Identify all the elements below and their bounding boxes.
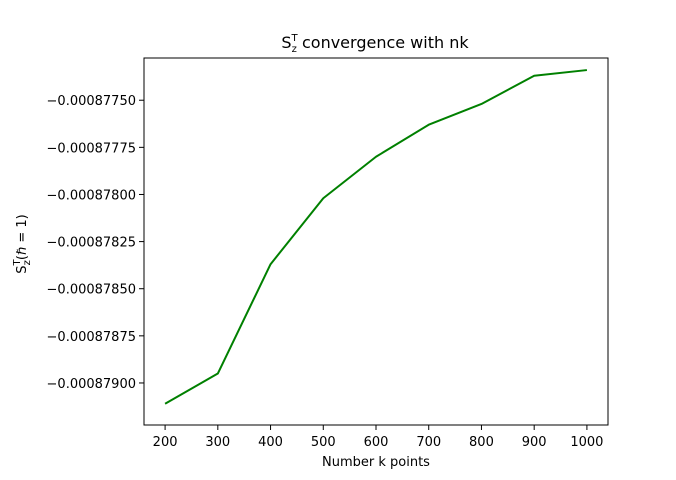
x-tick-label: 800	[469, 435, 494, 450]
y-tick-label: −0.00087775	[47, 141, 136, 156]
x-tick-label: 600	[364, 435, 389, 450]
y-axis: −0.00087900 −0.00087875 −0.00087850 −0.0008…	[47, 94, 144, 392]
chart-title: ST z convergence with nk	[281, 33, 469, 55]
series-line	[164, 69, 588, 405]
y-tick-label: −0.00087800	[47, 188, 136, 203]
x-tick-label: 700	[416, 435, 441, 450]
y-tick-label: −0.00087750	[47, 94, 136, 109]
x-tick-label: 900	[522, 435, 547, 450]
y-tick-label: −0.00087875	[47, 330, 136, 345]
series-layer	[164, 69, 588, 405]
x-tick-label: 200	[153, 435, 178, 450]
y-tick-label: −0.00087850	[47, 283, 136, 298]
x-tick-label: 1000	[570, 435, 603, 450]
plot-area-frame	[143, 57, 609, 426]
x-axis-label: Number k points	[322, 455, 430, 470]
x-tick-label: 300	[205, 435, 230, 450]
x-tick-label: 500	[311, 435, 336, 450]
y-axis-label: STz(ℏ = 1)	[12, 214, 33, 273]
y-tick-label: −0.00087825	[47, 236, 136, 251]
x-axis: 200 300 400 500 600 700 800 900 1000	[153, 425, 603, 450]
y-tick-label: −0.00087900	[47, 377, 136, 392]
x-tick-label: 400	[258, 435, 283, 450]
